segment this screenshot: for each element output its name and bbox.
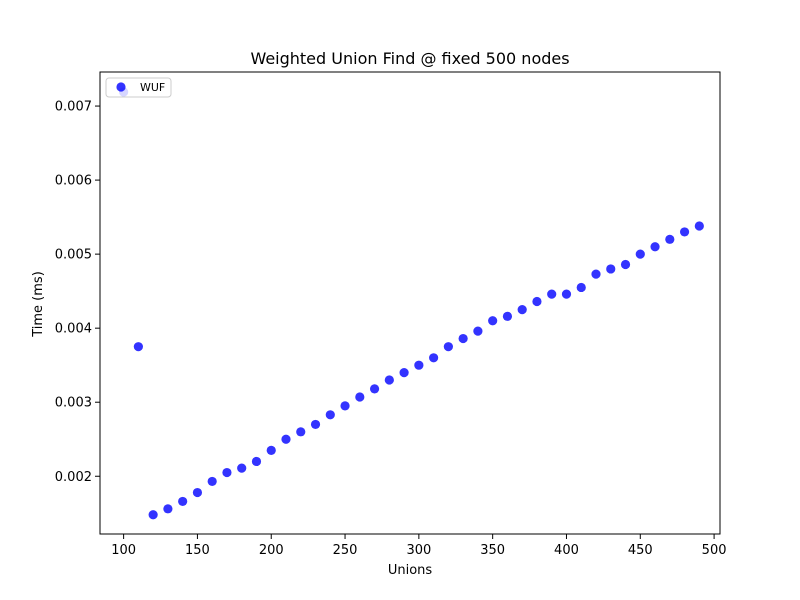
- y-tick-label: 0.007: [55, 100, 92, 115]
- data-point: [443, 342, 453, 352]
- legend-label: WUF: [140, 81, 165, 94]
- x-tick-label: 400: [554, 543, 579, 558]
- data-point: [340, 401, 350, 411]
- axes-frame: [99, 71, 721, 535]
- x-tick-label: 450: [628, 543, 653, 558]
- data-point: [266, 445, 276, 455]
- data-point: [222, 467, 232, 478]
- data-point: [281, 434, 291, 444]
- data-point: [606, 264, 616, 274]
- x-tick-label: 100: [111, 543, 136, 558]
- data-point: [473, 326, 483, 336]
- data-point: [547, 289, 557, 299]
- data-point: [384, 375, 394, 385]
- x-tick-label: 200: [259, 543, 284, 558]
- data-point: [148, 510, 158, 520]
- data-point: [325, 410, 335, 420]
- data-point: [355, 392, 365, 402]
- y-tick-label: 0.005: [55, 248, 92, 263]
- y-tick-label: 0.002: [55, 470, 92, 485]
- y-tick-label: 0.004: [55, 322, 92, 337]
- data-point: [133, 342, 143, 352]
- chart-title: Weighted Union Find @ fixed 500 nodes: [250, 49, 569, 68]
- y-axis-title: Time (ms): [31, 271, 46, 338]
- data-point: [532, 296, 542, 307]
- data-point: [650, 242, 660, 252]
- data-point: [694, 221, 704, 231]
- data-point: [192, 487, 203, 498]
- data-point: [251, 456, 262, 467]
- data-point: [207, 476, 217, 487]
- data-point: [665, 234, 675, 244]
- data-point: [369, 384, 380, 394]
- data-point: [576, 282, 586, 293]
- x-tick-label: 500: [702, 543, 727, 558]
- data-point: [561, 289, 572, 299]
- data-point: [502, 311, 513, 321]
- x-axis-title: Unions: [388, 563, 433, 578]
- data-point: [620, 259, 631, 270]
- legend: WUF: [105, 77, 172, 98]
- data-point: [163, 504, 173, 514]
- data-point: [414, 360, 424, 370]
- x-tick-label: 150: [185, 543, 210, 558]
- data-point: [458, 333, 468, 344]
- plot-area: 100 150 200 250 300 350 400 450 500 0.002 0.003 0.0…: [55, 71, 727, 558]
- y-tick-label: 0.003: [55, 396, 92, 411]
- data-point: [237, 463, 247, 473]
- data-point: [310, 419, 321, 430]
- data-point: [178, 496, 188, 507]
- x-tick-label: 250: [333, 543, 358, 558]
- y-tick-label: 0.006: [55, 174, 92, 189]
- data-point: [488, 316, 498, 326]
- data-point: [399, 368, 409, 378]
- data-point: [679, 227, 690, 237]
- x-tick-label: 350: [480, 543, 505, 558]
- data-point: [429, 353, 439, 363]
- data-point: [635, 249, 645, 259]
- data-point: [296, 427, 306, 437]
- legend-marker: [116, 82, 126, 92]
- data-point: [517, 305, 527, 315]
- data-point: [591, 269, 601, 279]
- x-tick-label: 300: [406, 543, 431, 558]
